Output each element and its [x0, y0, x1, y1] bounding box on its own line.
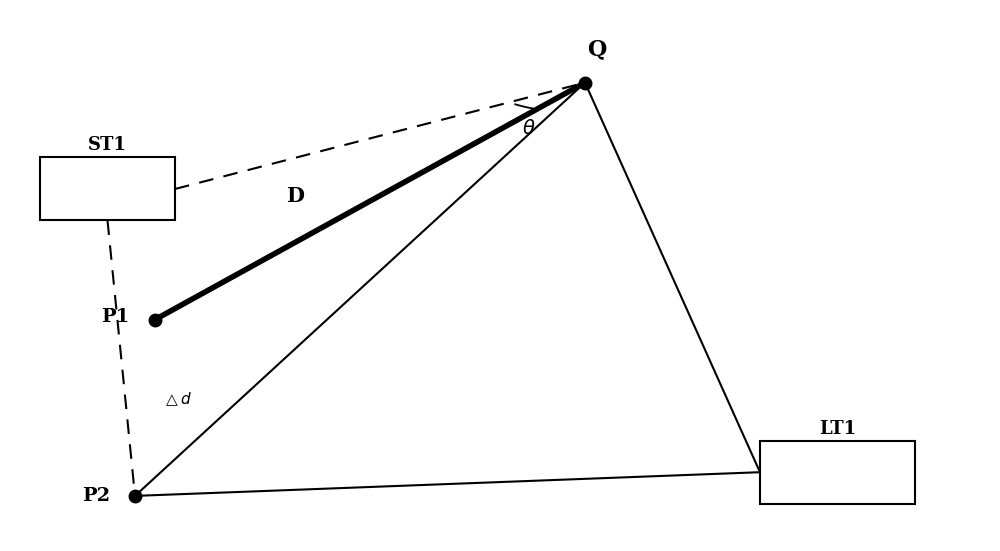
FancyBboxPatch shape: [40, 157, 175, 220]
Text: ST1: ST1: [88, 136, 127, 154]
Text: P1: P1: [102, 308, 130, 326]
Text: 陌螺经纬仪: 陌螺经纬仪: [81, 180, 134, 198]
Text: 激光跟踪仪: 激光跟踪仪: [811, 463, 864, 482]
Text: $\theta$: $\theta$: [522, 120, 535, 138]
Text: P2: P2: [82, 487, 110, 505]
Text: D: D: [286, 186, 304, 206]
Text: Q: Q: [587, 39, 607, 61]
Text: LT1: LT1: [819, 420, 856, 438]
Text: $\triangle d$: $\triangle d$: [163, 391, 192, 408]
FancyBboxPatch shape: [760, 441, 915, 504]
